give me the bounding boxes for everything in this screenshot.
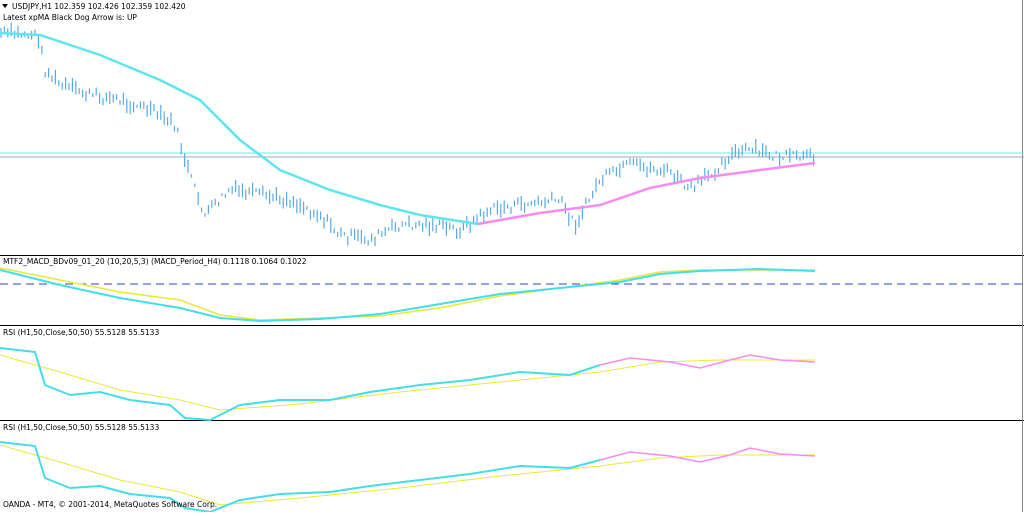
rsi-line-high: [599, 447, 816, 463]
rsi-line-low: [0, 347, 601, 422]
moving-average-down: [477, 161, 816, 226]
rsi-line-high: [599, 354, 816, 369]
macd-main: [0, 267, 816, 323]
copyright: OANDA - MT4, © 2001-2014, MetaQuotes Sof…: [3, 500, 217, 509]
rsi-label: RSI (H1,50,Close,50,50) 55.5128 55.5133: [3, 423, 159, 432]
rsi-label: RSI (H1,50,Close,50,50) 55.5128 55.5133: [3, 328, 159, 337]
macd-label: MTF2_MACD_BDv09_01_20 (10,20,5,3) (MACD_…: [3, 257, 307, 266]
moving-average-up: [0, 31, 479, 226]
indicator-note: Latest xpMA Black Dog Arrow is: UP: [3, 13, 137, 22]
rsi-line-low: [0, 441, 601, 514]
macd-signal: [0, 267, 815, 321]
symbol-info: USDJPY,H1 102.359 102.426 102.359 102.42…: [12, 2, 186, 11]
rsi-signal: [0, 444, 815, 506]
collapse-icon[interactable]: [2, 4, 8, 8]
candles: [0, 22, 815, 247]
